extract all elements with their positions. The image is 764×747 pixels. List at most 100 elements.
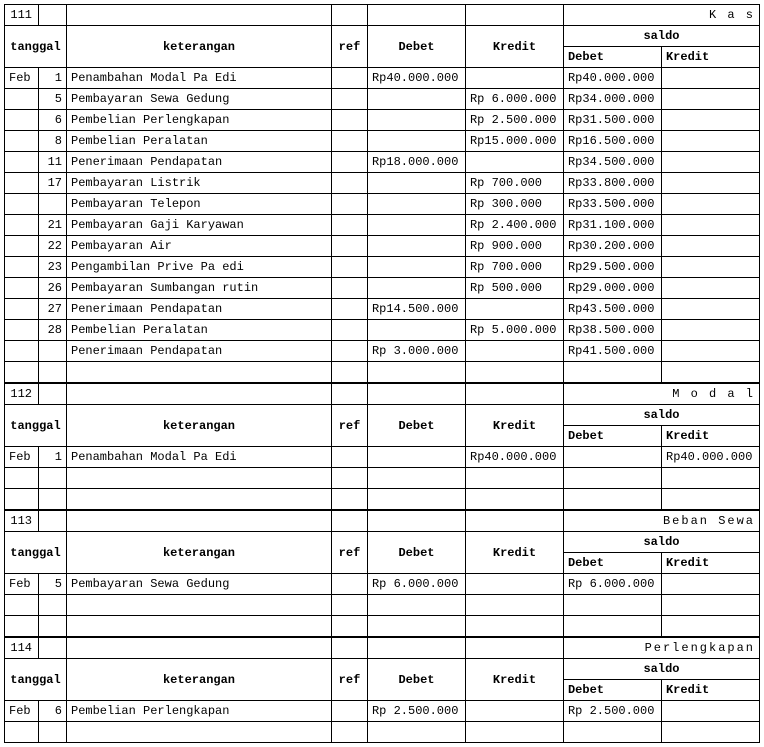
- cell-saldo-kredit: [661, 701, 759, 722]
- cell-debet: Rp40.000.000: [367, 68, 465, 89]
- blank-cell: [332, 468, 368, 489]
- blank-cell: [67, 511, 332, 532]
- cell-month: [5, 341, 39, 362]
- table-row: Penerimaan PendapatanRp 3.000.000Rp41.50…: [5, 341, 760, 362]
- cell-saldo-debet: Rp30.200.000: [563, 236, 661, 257]
- cell-saldo-kredit: [661, 215, 759, 236]
- cell-saldo-kredit: [661, 194, 759, 215]
- cell-day: 22: [39, 236, 67, 257]
- blank-cell: [331, 638, 367, 659]
- blank-cell: [564, 468, 662, 489]
- cell-saldo-kredit: Rp40.000.000: [662, 447, 760, 468]
- blank-cell: [39, 511, 67, 532]
- ledger-table: 113Beban SewatanggalketeranganrefDebetKr…: [4, 510, 760, 637]
- cell-desc: Penambahan Modal Pa Edi: [67, 447, 332, 468]
- cell-saldo-kredit: [661, 173, 759, 194]
- cell-day: 21: [39, 215, 67, 236]
- ledger-table: 111K a stanggalketeranganrefDebetKredits…: [4, 4, 760, 383]
- blank-cell: [332, 489, 368, 510]
- cell-ref: [331, 574, 367, 595]
- blank-cell: [466, 384, 564, 405]
- cell-kredit: Rp 6.000.000: [465, 89, 563, 110]
- blank-cell: [465, 616, 563, 637]
- cell-month: [5, 278, 39, 299]
- cell-desc: Pembayaran Sumbangan rutin: [67, 278, 332, 299]
- hdr-saldo: saldo: [563, 26, 759, 47]
- blank-cell: [662, 468, 760, 489]
- cell-month: [5, 194, 39, 215]
- cell-day: 6: [39, 701, 67, 722]
- blank-cell: [39, 362, 67, 383]
- cell-day: [39, 341, 67, 362]
- cell-month: [5, 215, 39, 236]
- ledger-table: 112M o d a ltanggalketeranganrefDebetKre…: [4, 383, 760, 510]
- hdr-ref: ref: [331, 26, 367, 68]
- cell-ref: [331, 341, 367, 362]
- cell-saldo-kredit: [661, 341, 759, 362]
- blank-cell: [465, 638, 563, 659]
- table-row: 28Pembelian PeralatanRp 5.000.000Rp38.50…: [5, 320, 760, 341]
- cell-saldo-debet: Rp29.500.000: [563, 257, 661, 278]
- blank-cell: [67, 722, 332, 743]
- blank-row: [5, 362, 760, 383]
- cell-ref: [331, 173, 367, 194]
- cell-desc: Pembayaran Air: [67, 236, 332, 257]
- hdr-kredit: Kredit: [465, 26, 563, 68]
- table-row: Feb1Penambahan Modal Pa EdiRp40.000.000R…: [5, 447, 760, 468]
- blank-cell: [563, 362, 661, 383]
- cell-ref: [331, 89, 367, 110]
- cell-day: 8: [39, 131, 67, 152]
- cell-saldo-kredit: [661, 257, 759, 278]
- cell-debet: [367, 173, 465, 194]
- blank-cell: [563, 616, 661, 637]
- blank-cell: [331, 5, 367, 26]
- blank-row: [5, 616, 760, 637]
- cell-desc: Pembayaran Listrik: [67, 173, 332, 194]
- cell-kredit: Rp 700.000: [465, 257, 563, 278]
- blank-cell: [661, 616, 759, 637]
- cell-desc: Pembelian Perlengkapan: [67, 110, 332, 131]
- cell-saldo-debet: Rp43.500.000: [563, 299, 661, 320]
- hdr-saldo: saldo: [563, 659, 759, 680]
- cell-saldo-debet: Rp41.500.000: [563, 341, 661, 362]
- hdr-tanggal: tanggal: [5, 659, 67, 701]
- cell-ref: [331, 215, 367, 236]
- cell-kredit: Rp 900.000: [465, 236, 563, 257]
- blank-row: [5, 595, 760, 616]
- table-row: 21Pembayaran Gaji KaryawanRp 2.400.000Rp…: [5, 215, 760, 236]
- blank-cell: [661, 362, 759, 383]
- blank-cell: [368, 384, 466, 405]
- cell-debet: [367, 215, 465, 236]
- blank-cell: [5, 616, 39, 637]
- hdr-saldo-kredit: Kredit: [661, 553, 759, 574]
- blank-cell: [39, 616, 67, 637]
- blank-cell: [465, 595, 563, 616]
- table-row: 27Penerimaan PendapatanRp14.500.000Rp43.…: [5, 299, 760, 320]
- table-row: Feb6Pembelian PerlengkapanRp 2.500.000Rp…: [5, 701, 760, 722]
- blank-cell: [332, 384, 368, 405]
- cell-saldo-debet: Rp31.100.000: [563, 215, 661, 236]
- blank-cell: [39, 384, 67, 405]
- table-row: Feb1Penambahan Modal Pa EdiRp40.000.000R…: [5, 68, 760, 89]
- hdr-saldo-kredit: Kredit: [662, 426, 760, 447]
- cell-day: 26: [39, 278, 67, 299]
- cell-saldo-debet: Rp 6.000.000: [563, 574, 661, 595]
- hdr-tanggal: tanggal: [5, 26, 67, 68]
- cell-month: Feb: [5, 574, 39, 595]
- cell-ref: [331, 236, 367, 257]
- hdr-saldo-kredit: Kredit: [661, 47, 759, 68]
- cell-ref: [331, 68, 367, 89]
- hdr-tanggal: tanggal: [5, 405, 67, 447]
- cell-desc: Pengambilan Prive Pa edi: [67, 257, 332, 278]
- hdr-ref: ref: [331, 532, 367, 574]
- cell-month: Feb: [5, 701, 39, 722]
- blank-cell: [39, 595, 67, 616]
- blank-row: [5, 489, 760, 510]
- cell-desc: Pembayaran Sewa Gedung: [67, 574, 332, 595]
- cell-saldo-kredit: [661, 236, 759, 257]
- hdr-keterangan: keterangan: [67, 532, 332, 574]
- table-row: 6Pembelian PerlengkapanRp 2.500.000Rp31.…: [5, 110, 760, 131]
- cell-saldo-debet: Rp34.500.000: [563, 152, 661, 173]
- cell-kredit: [465, 299, 563, 320]
- blank-cell: [367, 722, 465, 743]
